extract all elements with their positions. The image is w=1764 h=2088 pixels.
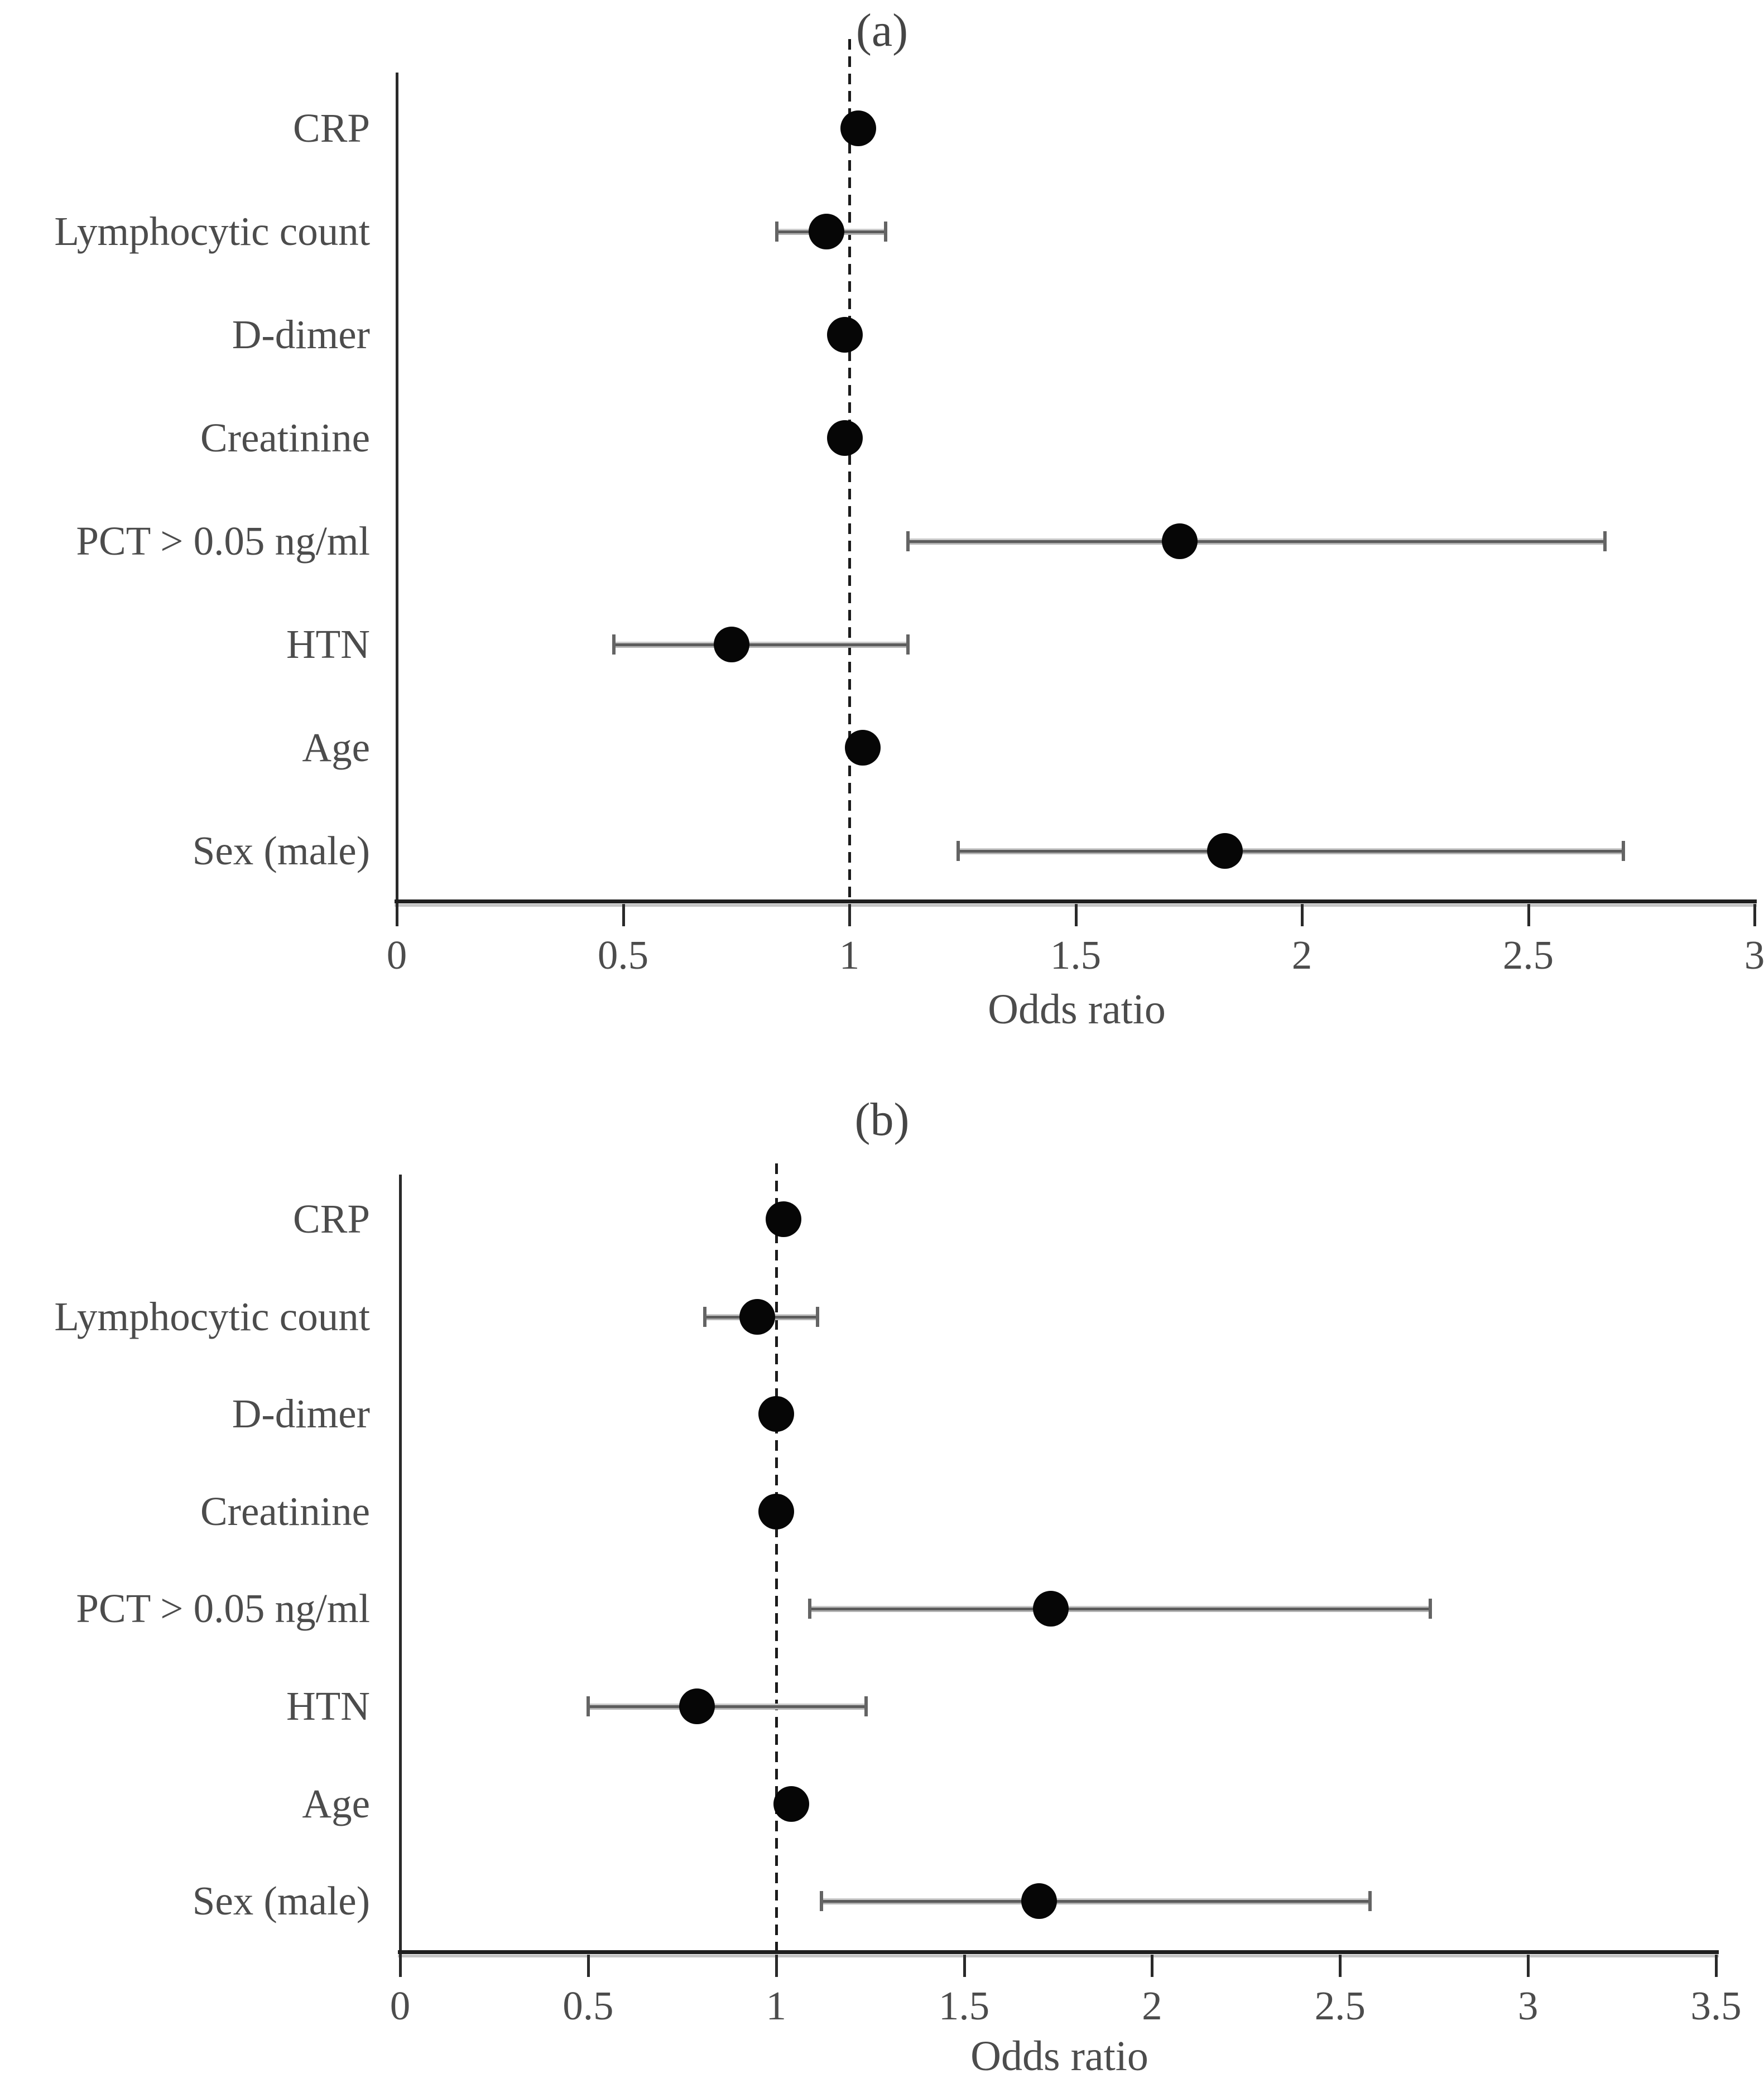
error-bar bbox=[810, 1606, 1430, 1613]
data-point-marker bbox=[845, 730, 881, 766]
x-tick bbox=[1527, 904, 1530, 926]
x-tick-label: 3 bbox=[1744, 932, 1764, 978]
category-label: Age bbox=[302, 1781, 370, 1826]
error-bar-cap-left bbox=[956, 841, 960, 861]
error-bar-cap-left bbox=[703, 1306, 706, 1327]
x-tick bbox=[587, 1955, 590, 1977]
error-bar bbox=[908, 538, 1606, 545]
data-point-marker bbox=[739, 1298, 775, 1335]
x-tick bbox=[1714, 1955, 1718, 1977]
x-tick bbox=[1753, 904, 1756, 926]
error-bar bbox=[588, 1704, 867, 1710]
error-bar-cap-right bbox=[906, 634, 910, 655]
category-label: Lymphocytic count bbox=[54, 1293, 370, 1339]
x-tick-label: 3.5 bbox=[1690, 1983, 1742, 2028]
data-point-marker bbox=[1162, 523, 1198, 559]
error-bar-cap-left bbox=[612, 634, 616, 655]
x-tick bbox=[622, 904, 625, 926]
data-point-marker bbox=[766, 1201, 802, 1237]
panel-a-title: (a) bbox=[855, 4, 909, 56]
data-point-marker bbox=[758, 1493, 794, 1529]
error-bar-cap-left bbox=[808, 1599, 812, 1619]
x-tick bbox=[963, 1955, 966, 1977]
data-point-marker bbox=[809, 214, 845, 249]
error-bar-cap-right bbox=[1621, 841, 1625, 861]
error-bar-cap-left bbox=[586, 1696, 590, 1716]
x-tick bbox=[399, 1955, 402, 1977]
data-point-marker bbox=[714, 627, 750, 662]
category-label: CRP bbox=[293, 105, 370, 151]
error-bar-cap-left bbox=[775, 222, 779, 242]
x-tick-label: 2 bbox=[1291, 932, 1313, 978]
category-label: CRP bbox=[293, 1196, 370, 1242]
category-label: D-dimer bbox=[232, 312, 370, 357]
panel-b-title: (b) bbox=[854, 1094, 910, 1146]
x-tick-label: 1 bbox=[766, 1983, 786, 2028]
data-point-marker bbox=[1032, 1591, 1069, 1627]
category-label: Creatinine bbox=[200, 415, 370, 460]
category-label: D-dimer bbox=[232, 1391, 370, 1437]
y-axis-line bbox=[399, 1175, 402, 1976]
category-label: Creatinine bbox=[200, 1488, 370, 1534]
x-axis-line bbox=[395, 899, 1757, 903]
x-tick-label: 1 bbox=[839, 932, 860, 978]
category-label: Sex (male) bbox=[192, 1878, 370, 1924]
error-bar-cap-right bbox=[1368, 1891, 1372, 1912]
data-point-marker bbox=[1021, 1883, 1058, 1919]
error-bar-cap-right bbox=[1603, 531, 1607, 551]
x-tick-label: 0.5 bbox=[597, 932, 649, 978]
data-point-marker bbox=[773, 1786, 809, 1822]
x-tick bbox=[1074, 904, 1078, 926]
data-point-marker bbox=[1207, 833, 1243, 869]
data-point-marker bbox=[679, 1688, 715, 1724]
x-tick bbox=[396, 904, 398, 926]
x-tick bbox=[848, 904, 851, 926]
error-bar-cap-right bbox=[864, 1696, 868, 1716]
category-label: HTN bbox=[286, 622, 370, 667]
error-bar-cap-right bbox=[815, 1306, 819, 1327]
error-bar-cap-right bbox=[883, 222, 887, 242]
data-point-marker bbox=[826, 420, 863, 456]
x-tick-label: 2.5 bbox=[1314, 1983, 1366, 2028]
x-tick bbox=[1527, 1955, 1530, 1977]
category-label: PCT > 0.05 ng/ml bbox=[76, 518, 370, 564]
x-tick-label: 1.5 bbox=[1050, 932, 1102, 978]
x-tick-label: 2.5 bbox=[1502, 932, 1554, 978]
x-tick-label: 0.5 bbox=[563, 1983, 614, 2028]
error-bar bbox=[821, 1898, 1371, 1905]
category-label: Sex (male) bbox=[192, 828, 370, 873]
category-label: Age bbox=[302, 725, 370, 770]
data-point-marker bbox=[758, 1396, 794, 1432]
x-tick-label: 3 bbox=[1517, 1983, 1539, 2028]
x-tick-label: 2 bbox=[1142, 1983, 1162, 2028]
category-label: PCT > 0.05 ng/ml bbox=[76, 1586, 370, 1632]
panel-a-x-axis-title: Odds ratio bbox=[988, 986, 1166, 1033]
x-tick-label: 1.5 bbox=[938, 1983, 990, 2028]
reference-line-or-1 bbox=[775, 1163, 778, 1950]
category-label: Lymphocytic count bbox=[54, 209, 370, 254]
x-tick-label: 0 bbox=[390, 1983, 411, 2028]
x-axis-line bbox=[398, 1950, 1719, 1954]
x-tick bbox=[775, 1955, 778, 1977]
category-label: HTN bbox=[286, 1683, 370, 1729]
x-tick bbox=[1339, 1955, 1342, 1977]
data-point-marker bbox=[840, 110, 877, 146]
error-bar bbox=[614, 642, 909, 648]
data-point-marker bbox=[826, 317, 863, 353]
x-axis-shadow bbox=[398, 1955, 1719, 1957]
error-bar-cap-left bbox=[906, 531, 910, 551]
error-bar bbox=[958, 848, 1623, 854]
error-bar-cap-right bbox=[1428, 1599, 1432, 1619]
reference-line-or-1 bbox=[848, 39, 851, 899]
x-tick-label: 0 bbox=[386, 932, 407, 978]
x-tick bbox=[1151, 1955, 1154, 1977]
error-bar-cap-left bbox=[819, 1891, 823, 1912]
x-tick bbox=[1301, 904, 1304, 926]
panel-b-x-axis-title: Odds ratio bbox=[970, 2033, 1148, 2080]
y-axis-line bbox=[396, 73, 398, 925]
